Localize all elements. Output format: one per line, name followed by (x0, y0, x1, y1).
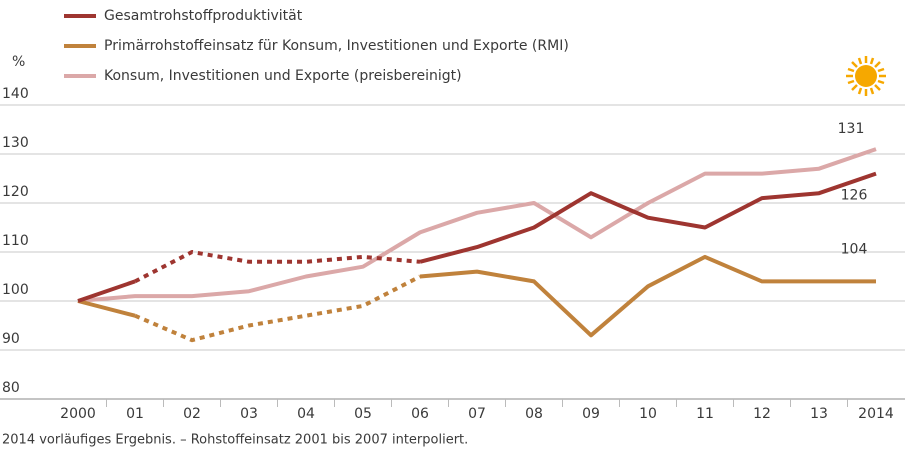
x-tick-label: 02 (183, 406, 201, 422)
x-tick-label: 09 (582, 406, 600, 422)
x-tick-label: 08 (525, 406, 543, 422)
x-tick-label: 05 (354, 406, 372, 422)
x-tick-label: 07 (468, 406, 486, 422)
y-tick-label: 130 (2, 135, 29, 151)
legend-label: Konsum, Investitionen und Exporte (preis… (104, 68, 462, 84)
line-series (419, 171, 877, 264)
x-tick-label: 2014 (858, 406, 894, 422)
x-tick-label: 11 (696, 406, 714, 422)
legend-label: Primärrohstoffeinsatz für Konsum, Invest… (104, 38, 569, 54)
line-series (419, 254, 876, 338)
y-tick-label: 100 (2, 282, 29, 298)
x-tick-label: 13 (810, 406, 828, 422)
y-tick-label: 80 (2, 380, 20, 396)
x-tick-label: 03 (240, 406, 258, 422)
footnote: 2014 vorläufiges Ergebnis. – Rohstoffein… (2, 433, 468, 448)
legend-label: Gesamtrohstoffproduktivität (104, 8, 303, 24)
line-series-dashed (134, 274, 421, 343)
y-axis-label: % (12, 54, 25, 70)
x-tick-label: 10 (639, 406, 657, 422)
x-tick-label: 12 (753, 406, 771, 422)
line-series (77, 299, 136, 318)
y-tick-label: 110 (2, 233, 29, 249)
line-series-dashed (134, 250, 421, 284)
y-tick-label: 120 (2, 184, 29, 200)
end-value-label: 104 (841, 241, 868, 257)
y-tick-label: 140 (2, 86, 29, 102)
x-tick-label: 06 (411, 406, 429, 422)
x-tick-label: 2000 (60, 406, 96, 422)
sun-icon (846, 56, 886, 96)
line-series (77, 279, 136, 303)
end-value-label: 126 (841, 188, 868, 204)
y-tick-label: 90 (2, 331, 20, 347)
x-tick-label: 01 (126, 406, 144, 422)
line-series (77, 147, 877, 303)
x-tick-label: 04 (297, 406, 315, 422)
end-value-label: 131 (838, 121, 865, 137)
